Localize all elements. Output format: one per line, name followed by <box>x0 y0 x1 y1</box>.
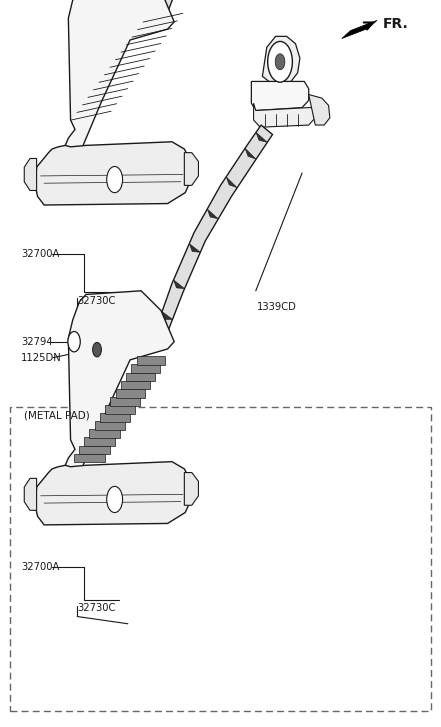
Polygon shape <box>256 132 267 142</box>
Polygon shape <box>162 312 172 320</box>
Bar <box>90 430 120 438</box>
Polygon shape <box>35 462 192 525</box>
Bar <box>74 454 105 462</box>
Text: 32700A: 32700A <box>21 249 60 260</box>
Bar <box>137 356 165 365</box>
Bar <box>126 372 155 381</box>
Circle shape <box>93 342 101 357</box>
Circle shape <box>107 166 123 193</box>
Bar <box>79 446 110 454</box>
Bar <box>100 413 131 422</box>
Polygon shape <box>189 244 200 252</box>
Text: 32730C: 32730C <box>77 603 116 614</box>
Text: FR.: FR. <box>383 17 408 31</box>
Polygon shape <box>24 158 37 190</box>
Polygon shape <box>35 142 192 205</box>
Text: 1125DN: 1125DN <box>21 353 62 363</box>
Bar <box>131 364 160 373</box>
Text: 32730C: 32730C <box>77 296 116 306</box>
Polygon shape <box>184 153 198 185</box>
Bar <box>95 421 125 430</box>
Polygon shape <box>65 0 174 160</box>
Polygon shape <box>24 478 37 510</box>
Circle shape <box>275 54 285 70</box>
Polygon shape <box>174 280 185 289</box>
Polygon shape <box>157 0 273 15</box>
Polygon shape <box>309 95 330 125</box>
Bar <box>121 381 150 390</box>
Text: (METAL PAD): (METAL PAD) <box>24 411 90 421</box>
Bar <box>105 405 135 414</box>
Polygon shape <box>207 209 218 219</box>
Polygon shape <box>226 177 237 188</box>
Circle shape <box>107 486 123 513</box>
Circle shape <box>268 41 292 82</box>
Text: 32794: 32794 <box>21 337 53 347</box>
Polygon shape <box>184 473 198 505</box>
Polygon shape <box>245 148 256 159</box>
Bar <box>110 397 140 406</box>
Polygon shape <box>65 291 174 480</box>
Polygon shape <box>342 20 377 39</box>
Polygon shape <box>262 36 300 84</box>
Text: 1339CD: 1339CD <box>257 302 296 312</box>
Bar <box>116 389 145 398</box>
Polygon shape <box>254 103 315 127</box>
Circle shape <box>68 332 80 352</box>
Polygon shape <box>251 81 309 111</box>
Polygon shape <box>157 125 273 334</box>
Text: 32700A: 32700A <box>21 562 60 572</box>
Bar <box>84 438 116 446</box>
